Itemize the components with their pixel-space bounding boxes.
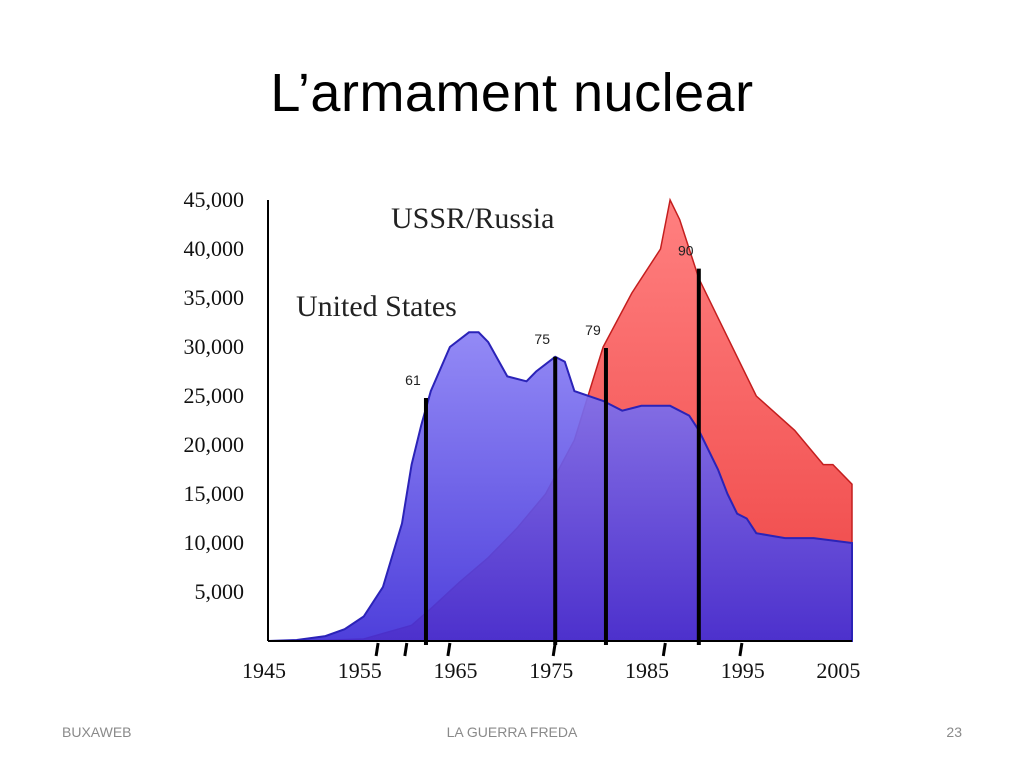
x-small-tick [403, 642, 409, 657]
y-tick-labels: 5,000 10,000 15,000 20,000 25,000 30,000 35,00… [184, 187, 245, 604]
x-tick-label: 1965 [433, 658, 477, 683]
x-small-tick [661, 642, 667, 657]
x-small-tick [738, 642, 744, 657]
y-tick-label: 5,000 [195, 579, 245, 604]
y-tick-label: 40,000 [184, 236, 245, 261]
series-label-ussr: USSR/Russia [391, 202, 554, 235]
y-tick-label: 20,000 [184, 432, 245, 457]
y-tick-label: 25,000 [184, 383, 245, 408]
y-tick-label: 10,000 [184, 530, 245, 555]
slide-title: L’armament nuclear [270, 63, 754, 123]
marker-lines: 61 75 79 90 [405, 243, 701, 645]
marker-label: 75 [534, 331, 550, 347]
x-small-tick-marks [374, 642, 744, 657]
plot-area: 61 75 79 90 5,000 10,000 15,000 20,000 25,000 30… [184, 187, 861, 683]
y-tick-label: 45,000 [184, 187, 245, 212]
x-tick-label: 2005 [816, 658, 860, 683]
x-tick-labels: 1945 1955 1965 1975 1985 1995 2005 [242, 658, 860, 683]
x-tick-label: 1995 [721, 658, 765, 683]
x-tick-label: 1945 [242, 658, 286, 683]
footer-center: LA GUERRA FREDA [446, 724, 578, 740]
y-tick-label: 35,000 [184, 285, 245, 310]
y-tick-label: 30,000 [184, 334, 245, 359]
x-small-tick [374, 642, 380, 657]
y-tick-label: 15,000 [184, 481, 245, 506]
x-small-tick [551, 642, 557, 657]
x-tick-label: 1985 [625, 658, 669, 683]
series-area-us [267, 331, 853, 642]
x-tick-label: 1975 [529, 658, 573, 683]
x-tick-label: 1955 [338, 658, 382, 683]
page-number: 23 [946, 724, 962, 740]
footer-left: BUXAWEB [62, 724, 132, 740]
series-label-us: United States [296, 290, 457, 323]
x-small-tick [446, 642, 452, 657]
marker-label: 61 [405, 372, 421, 388]
marker-label: 79 [585, 322, 601, 338]
marker-label: 90 [678, 243, 694, 259]
